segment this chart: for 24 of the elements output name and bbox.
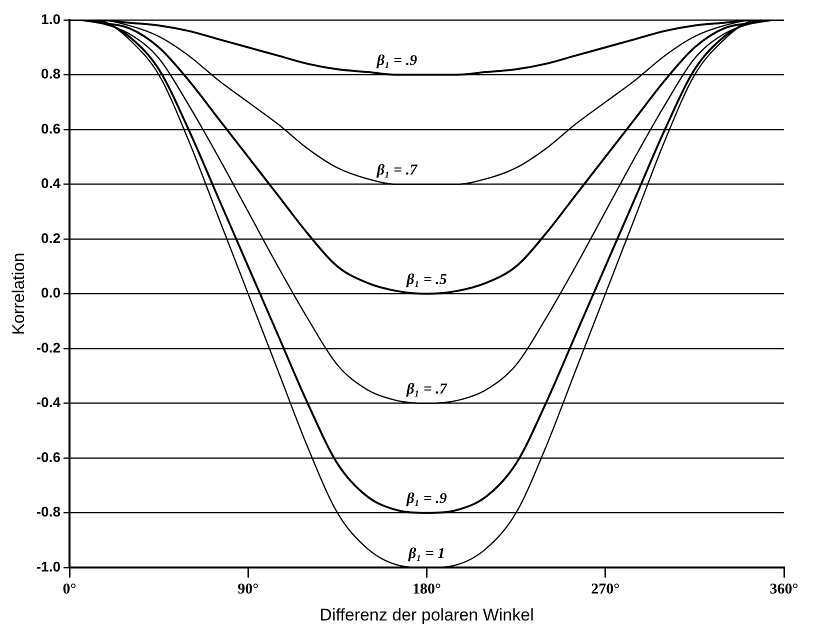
x-tick-label: 180° <box>412 581 442 598</box>
x-tick-label: 270° <box>591 581 620 598</box>
y-tick-label: -0.8 <box>36 504 61 520</box>
y-tick-label: -0.2 <box>36 339 61 356</box>
series-label: β₁ = .7 <box>376 162 418 179</box>
x-tick-label: 360° <box>770 581 798 598</box>
y-tick-label: 0.4 <box>41 175 61 192</box>
y-tick-label: 0.2 <box>41 230 61 246</box>
y-tick-label: 1.0 <box>41 10 61 27</box>
series-label: β₁ = .9 <box>376 53 418 70</box>
x-tick-label: 90° <box>238 581 259 598</box>
y-tick-label: 0.8 <box>41 66 61 82</box>
series-label: β₁ = 1 <box>408 546 445 562</box>
y-tick-label: -1.0 <box>36 558 61 574</box>
x-axis-title: Differenz der polaren Winkel <box>320 605 534 624</box>
y-tick-label: -0.4 <box>36 394 61 410</box>
y-axis-title: Korrelation <box>8 252 28 335</box>
series-label: β₁ = .7 <box>406 382 448 398</box>
series-label: β₁ = .5 <box>406 272 448 288</box>
y-tick-label: 0.6 <box>41 120 61 136</box>
y-tick-label: -0.6 <box>36 448 61 465</box>
series-label: β₁ = .9 <box>406 491 448 508</box>
y-tick-label: 0.0 <box>41 284 61 301</box>
x-tick-label: 0° <box>62 581 76 598</box>
